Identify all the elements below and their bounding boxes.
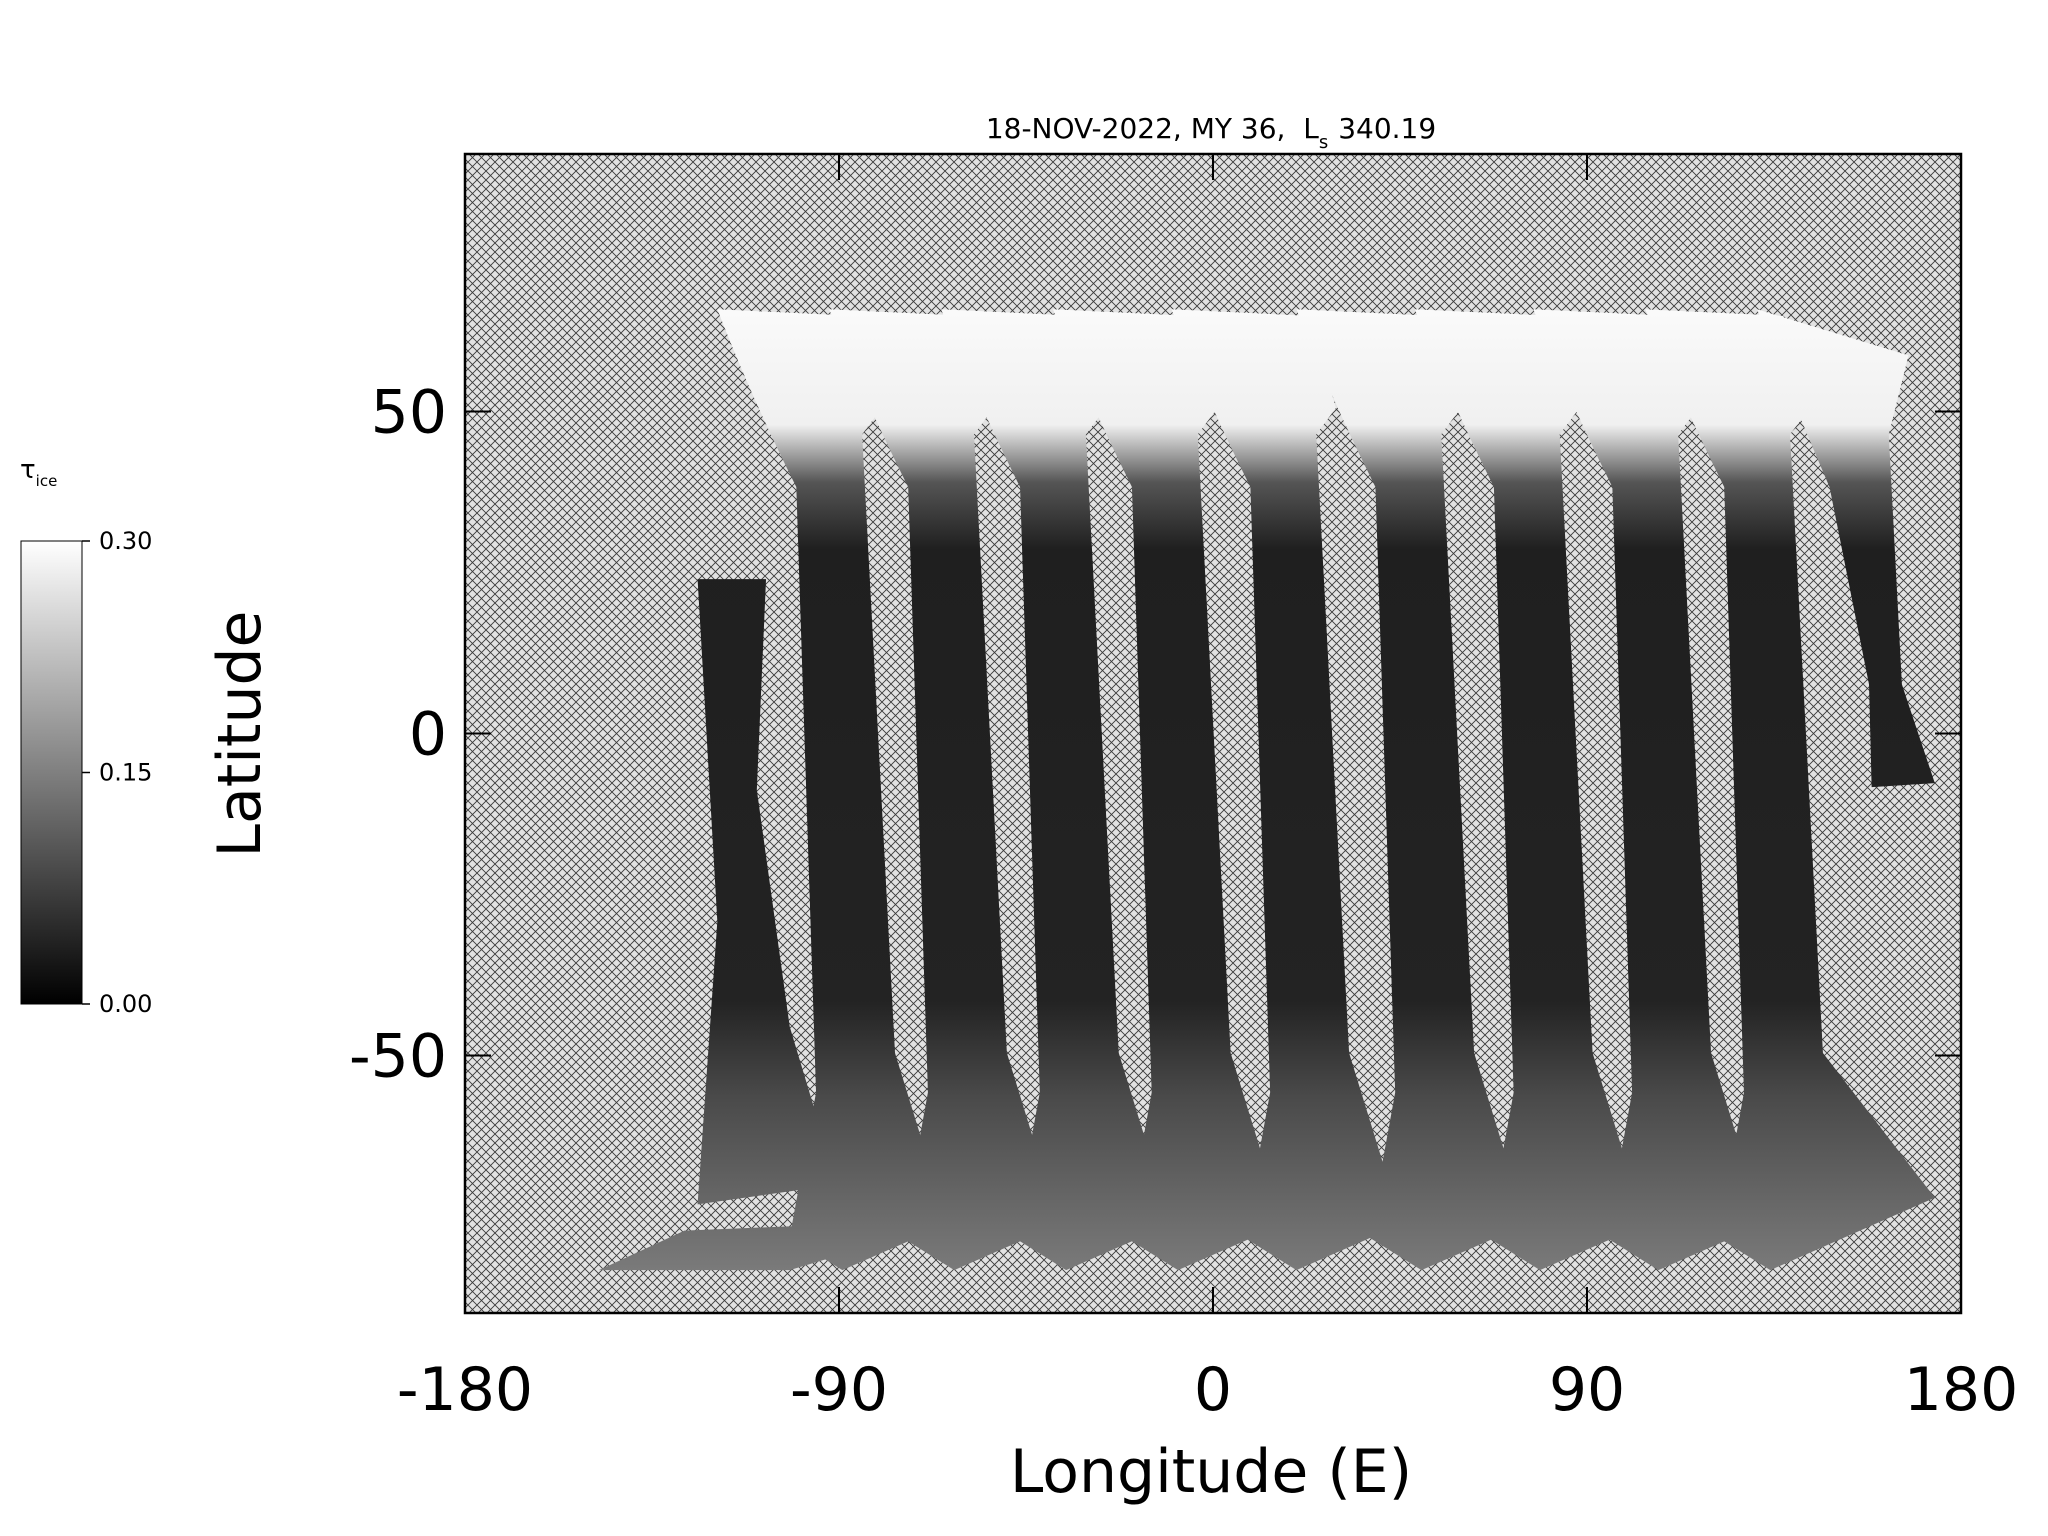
title-main: 18-NOV-2022, MY 36, L xyxy=(986,112,1319,145)
colorbar xyxy=(20,540,83,1005)
chart-title: 18-NOV-2022, MY 36, Ls 340.19 xyxy=(986,112,1436,153)
swath xyxy=(1296,309,1527,1271)
swaths xyxy=(598,309,1935,1271)
swath xyxy=(717,309,948,1271)
x-tick-label: -90 xyxy=(790,1355,888,1425)
swath xyxy=(1171,309,1402,1271)
swath xyxy=(697,579,838,1205)
x-tick-label: 180 xyxy=(1904,1355,2019,1425)
swath xyxy=(1645,309,1935,1271)
x-axis-label: Longitude (E) xyxy=(1010,1437,1412,1507)
x-tick-label: 90 xyxy=(1549,1355,1625,1425)
colorbar-subscript: ice xyxy=(36,472,58,490)
swath xyxy=(1414,309,1646,1271)
y-tick-label: 0 xyxy=(409,700,447,770)
swath xyxy=(829,309,1060,1271)
swath xyxy=(1533,309,1764,1271)
colorbar-symbol: τ xyxy=(20,455,36,485)
y-tick-label: 50 xyxy=(371,378,447,448)
colorbar-label: τice xyxy=(20,455,57,490)
title-value: 340.19 xyxy=(1338,112,1436,145)
colorbar-tick-label: 0.30 xyxy=(99,527,152,555)
x-tick-label: 0 xyxy=(1194,1355,1232,1425)
colorbar-tick-label: 0.00 xyxy=(99,990,152,1018)
y-axis-label: Latitude xyxy=(205,611,275,858)
swath xyxy=(1052,309,1284,1271)
y-tick-label: -50 xyxy=(349,1021,447,1091)
colorbar-tick-label: 0.15 xyxy=(99,759,152,787)
swath xyxy=(941,309,1172,1271)
swath xyxy=(1757,309,1935,788)
title-subscript: s xyxy=(1319,132,1328,153)
x-tick-label: -180 xyxy=(397,1355,533,1425)
